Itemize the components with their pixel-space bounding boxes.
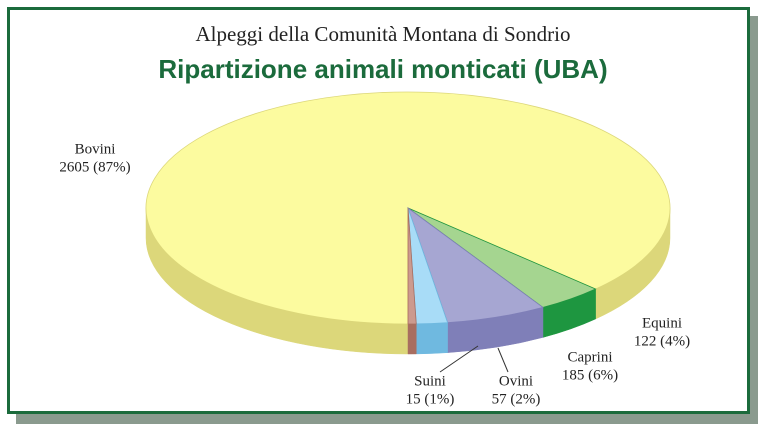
slice-value-label: 2605 (87%) [59, 159, 130, 175]
slice-value-label: 185 (6%) [562, 367, 618, 383]
slice-label: Equini [642, 315, 682, 331]
leader-line [439, 345, 479, 373]
pie-slice [407, 207, 417, 325]
pie-tops [145, 91, 671, 325]
slice-label: Ovini [499, 373, 533, 389]
pie-sides [145, 207, 671, 355]
leader-line [497, 347, 509, 373]
slice-value-label: 57 (2%) [492, 391, 541, 407]
slice-label: Suini [414, 373, 446, 389]
pie-labels: Bovini 2605 (87%) Equini 122 (4%) Caprini 185… [59, 141, 690, 407]
slice-label: Caprini [568, 349, 613, 365]
slice-value-label: 15 (1%) [406, 391, 455, 407]
pie-side [416, 322, 448, 355]
chart-subtitle: Ripartizione animali monticati (UBA) [158, 54, 607, 84]
slice-value-label: 122 (4%) [634, 333, 690, 349]
chart-title: Alpeggi della Comunità Montana di Sondri… [195, 22, 570, 46]
pie-side [407, 323, 417, 355]
slice-label: Bovini [75, 141, 116, 157]
